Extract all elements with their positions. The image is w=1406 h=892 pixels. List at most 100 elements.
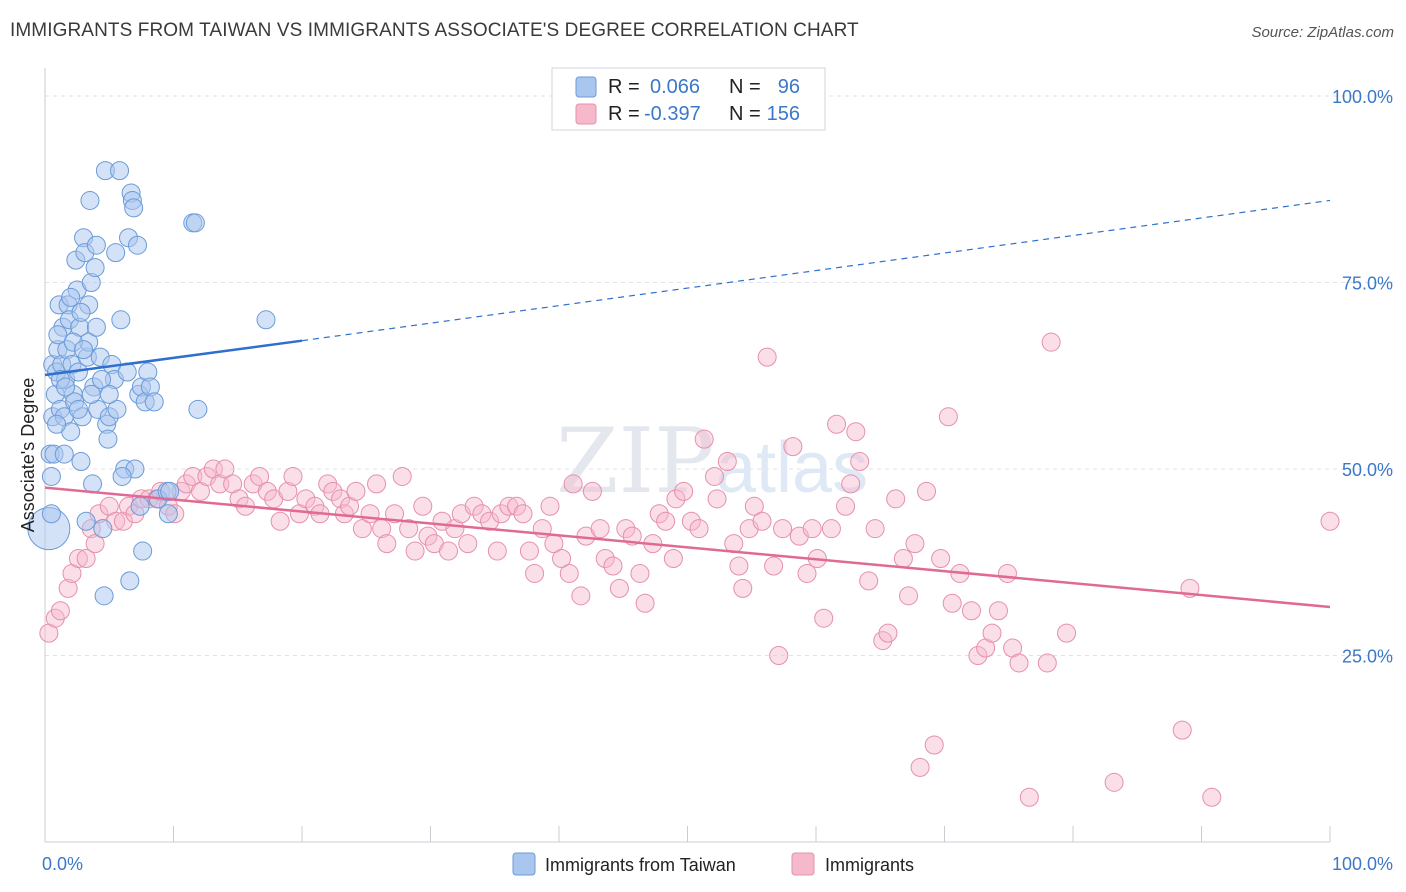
data-point-immigrants (630, 563, 650, 583)
data-point-taiwan (111, 310, 131, 330)
data-point-immigrants (635, 593, 655, 613)
data-point-immigrants (519, 541, 539, 561)
trend-line-taiwan (44, 339, 303, 377)
data-point-taiwan (99, 384, 119, 404)
legend-swatch-blue[interactable] (512, 852, 536, 876)
data-point-taiwan (61, 287, 81, 307)
legend-label-taiwan[interactable]: Immigrants from Taiwan (545, 855, 736, 875)
data-point-taiwan (158, 504, 178, 524)
data-point-immigrants (563, 474, 583, 494)
data-point-immigrants (590, 519, 610, 539)
data-point-immigrants (323, 481, 343, 501)
legend-r-label: R = (608, 76, 640, 98)
y-tick-label: 75.0% (1342, 274, 1393, 294)
series-legend: Immigrants from Taiwan Immigrants (512, 852, 914, 876)
data-point-taiwan (80, 190, 100, 210)
watermark-zip: ZIP (556, 409, 715, 514)
trend-lines (44, 199, 1331, 609)
data-point-immigrants (385, 504, 405, 524)
data-point-immigrants (744, 496, 764, 516)
data-point-immigrants (603, 556, 623, 576)
data-point-immigrants (552, 549, 572, 569)
data-point-taiwan (41, 466, 61, 486)
data-point-taiwan (48, 325, 68, 345)
y-tick-label: 100.0% (1332, 87, 1393, 107)
data-point-taiwan (98, 429, 118, 449)
data-point-immigrants (1104, 772, 1124, 792)
data-point-taiwan (86, 235, 106, 255)
data-point-immigrants (571, 586, 591, 606)
data-point-immigrants (841, 474, 861, 494)
data-point-immigrants (681, 511, 701, 531)
data-point-immigrants (717, 452, 737, 472)
data-point-immigrants (663, 549, 683, 569)
legend-swatch-pink[interactable] (791, 852, 815, 876)
data-point-taiwan (107, 399, 127, 419)
legend-r-value: 0.066 (650, 76, 700, 98)
data-point-immigrants (113, 511, 133, 531)
data-point-immigrants (367, 474, 387, 494)
data-point-immigrants (257, 481, 277, 501)
data-point-immigrants (961, 601, 981, 621)
data-point-immigrants (899, 586, 919, 606)
x-tick-label: 100.0% (1332, 854, 1393, 874)
data-point-taiwan (133, 541, 153, 561)
data-point-taiwan (86, 317, 106, 337)
data-point-immigrants (595, 549, 615, 569)
data-point-immigrants (525, 563, 545, 583)
data-point-immigrants (1009, 653, 1029, 673)
data-point-taiwan (71, 302, 91, 322)
stats-legend: R = 0.066 N = 96 R = -0.397 N = 156 (551, 67, 826, 131)
y-tick-label: 50.0% (1342, 460, 1393, 480)
data-point-immigrants (472, 504, 492, 524)
data-point-immigrants (1202, 787, 1222, 807)
legend-n-value: 156 (767, 103, 800, 125)
data-point-taiwan (54, 444, 74, 464)
data-point-immigrants (540, 496, 560, 516)
data-point-immigrants (850, 452, 870, 472)
tick-labels: 25.0% 50.0% 75.0% 100.0% 0.0% 100.0% (42, 87, 1393, 874)
data-point-immigrants (609, 578, 629, 598)
data-point-immigrants (878, 623, 898, 643)
data-point-taiwan (256, 310, 276, 330)
series-immigrants-from-taiwan (27, 161, 276, 606)
data-point-immigrants (988, 601, 1008, 621)
data-point-immigrants (674, 481, 694, 501)
series-immigrants (39, 332, 1340, 807)
data-point-immigrants (802, 519, 822, 539)
data-point-taiwan (94, 586, 114, 606)
legend-label-immigrants[interactable]: Immigrants (825, 855, 914, 875)
y-tick-label: 25.0% (1342, 647, 1393, 667)
data-point-immigrants (413, 496, 433, 516)
data-point-taiwan (124, 198, 144, 218)
data-point-immigrants (68, 549, 88, 569)
data-point-immigrants (1037, 653, 1057, 673)
data-point-immigrants (464, 496, 484, 516)
data-point-immigrants (438, 541, 458, 561)
data-point-immigrants (480, 511, 500, 531)
data-point-immigrants (399, 519, 419, 539)
data-point-immigrants (982, 623, 1002, 643)
legend-n-value: 96 (778, 76, 800, 98)
data-point-immigrants (50, 601, 70, 621)
data-point-immigrants (769, 646, 789, 665)
data-point-taiwan (130, 496, 150, 516)
data-point-immigrants (997, 563, 1017, 583)
stats-legend-box (551, 67, 826, 131)
data-point-taiwan (85, 258, 105, 278)
data-point-taiwan (144, 392, 164, 412)
data-point-immigrants (859, 571, 879, 591)
x-tick-label: 0.0% (42, 854, 83, 874)
data-point-immigrants (1320, 511, 1340, 531)
data-point-immigrants (814, 608, 834, 628)
data-point-immigrants (968, 646, 988, 665)
data-point-taiwan (120, 571, 140, 591)
data-point-immigrants (559, 563, 579, 583)
legend-n-label: N = (729, 76, 761, 98)
data-point-immigrants (938, 407, 958, 427)
data-point-taiwan (93, 519, 113, 539)
legend-swatch-pink (575, 103, 597, 125)
data-point-immigrants (1057, 623, 1077, 643)
data-point-immigrants (649, 504, 669, 524)
data-point-immigrants (360, 504, 380, 524)
